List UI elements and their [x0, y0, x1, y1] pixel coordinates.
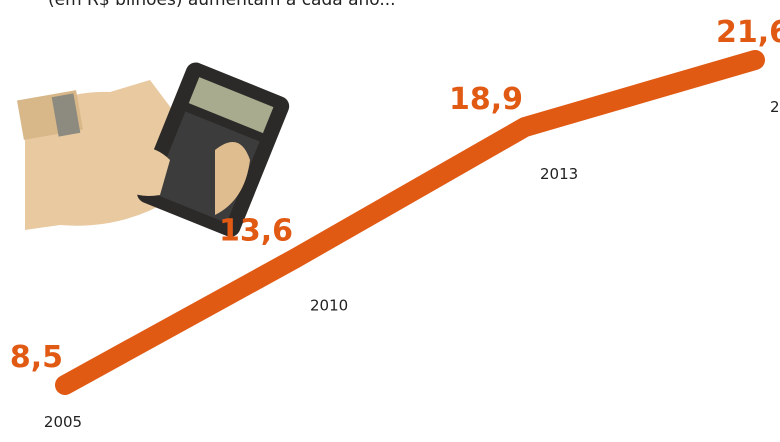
line [55, 50, 765, 395]
value-label: 21,6 [716, 15, 780, 50]
value-label: 13,6 [219, 213, 293, 248]
calculator-illustration [16, 62, 290, 237]
x-tick-label: 2013 [540, 165, 578, 183]
x-tick-label: 2014 [770, 98, 780, 116]
x-tick-label: 2010 [310, 296, 348, 314]
value-label: 8,5 [10, 340, 63, 375]
chart-subtitle: (em R$ bilhões) aumentam a cada ano... [48, 0, 396, 10]
value-label: 18,9 [449, 82, 523, 117]
x-tick-label: 2005 [44, 413, 82, 431]
